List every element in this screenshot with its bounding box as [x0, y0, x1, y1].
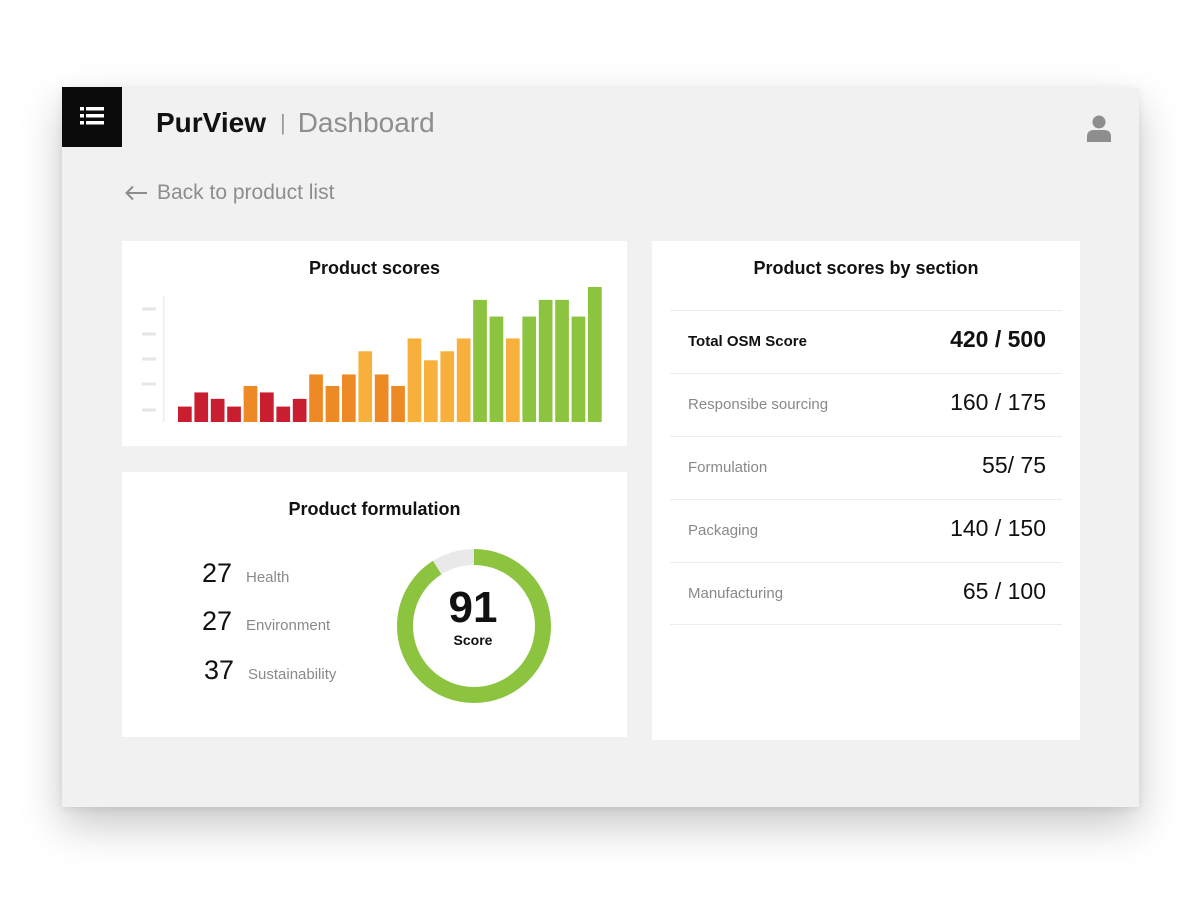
- section-value: 55/ 75: [982, 452, 1046, 478]
- page-title: Dashboard: [297, 107, 435, 138]
- section-label: Packaging: [688, 522, 759, 539]
- back-link-label: Back to product list: [157, 181, 335, 204]
- section-row-packaging: Packaging 140 / 150: [670, 499, 1062, 562]
- chart-bar: [506, 338, 520, 422]
- chart-bar: [571, 316, 586, 422]
- chart-bar: [292, 398, 307, 422]
- chart-bar: [374, 374, 389, 422]
- chart-bar: [358, 351, 373, 422]
- chart-bar: [194, 392, 209, 422]
- chart-bar: [178, 406, 192, 422]
- chart-bar: [538, 299, 553, 422]
- section-label: Responsibe sourcing: [688, 396, 829, 413]
- section-row-manufacturing: Manufacturing 65 / 100: [670, 562, 1062, 625]
- chart-bar: [440, 351, 455, 422]
- stat-sustainability-value: 37: [204, 655, 235, 685]
- chart-bar: [407, 338, 422, 422]
- chart-bar: [424, 360, 438, 422]
- stat-environment-label: Environment: [246, 617, 331, 634]
- stat-health: 27 Health: [202, 558, 289, 589]
- chart-bar: [243, 386, 258, 422]
- chart-bar: [588, 287, 602, 422]
- chart-bar: [325, 386, 340, 422]
- chart-bar: [456, 338, 471, 422]
- donut-progress-arc: [397, 549, 551, 703]
- stat-health-label: Health: [246, 569, 290, 586]
- chart-bar: [555, 299, 569, 422]
- section-label: Formulation: [688, 459, 768, 476]
- section-row-total: Total OSM Score 420 / 500: [670, 310, 1062, 373]
- list-menu-icon: [80, 107, 104, 125]
- y-tick-mark: [142, 357, 156, 361]
- y-tick-mark: [142, 307, 156, 311]
- chart-bar: [342, 374, 356, 422]
- chart-bar: [522, 316, 537, 422]
- title-separator: |: [279, 110, 286, 135]
- stat-environment: 27 Environment: [202, 606, 330, 637]
- brand-name: PurView: [156, 107, 266, 138]
- product-formulation-card: Product formulation 27 Health 27 Environ…: [122, 472, 627, 737]
- product-formulation-title: Product formulation: [288, 499, 461, 519]
- scores-by-section-card: Product scores by section Total OSM Scor…: [652, 241, 1080, 740]
- menu-button[interactable]: [62, 87, 122, 147]
- section-row-formulation: Formulation 55/ 75: [670, 436, 1062, 499]
- chart-bar: [391, 386, 405, 422]
- score-value: 91: [448, 583, 498, 632]
- stat-health-value: 27: [202, 558, 233, 588]
- back-to-product-list-link[interactable]: Back to product list: [124, 181, 334, 205]
- y-tick-mark: [142, 408, 156, 412]
- chart-bar: [260, 392, 274, 422]
- y-tick-mark: [142, 332, 156, 336]
- user-avatar-icon[interactable]: [1087, 114, 1111, 142]
- dashboard-window: PurView | Dashboard Back to product list P…: [62, 87, 1139, 807]
- app-title: PurView | Dashboard: [156, 106, 435, 142]
- chart-bar: [489, 316, 504, 422]
- product-scores-card: Product scores: [122, 241, 627, 446]
- scores-by-section-title: Product scores by section: [753, 258, 979, 278]
- stat-environment-value: 27: [202, 606, 233, 636]
- chart-bar: [210, 398, 225, 422]
- stat-sustainability-label: Sustainability: [248, 666, 337, 683]
- product-scores-chart: [142, 287, 602, 422]
- arrow-left-icon: [125, 185, 147, 201]
- chart-bar: [227, 406, 241, 422]
- section-label: Manufacturing: [688, 585, 784, 602]
- score-label: Score: [453, 632, 493, 648]
- score-donut: [397, 549, 551, 703]
- stat-sustainability: 37 Sustainability: [204, 655, 336, 686]
- y-tick-mark: [142, 382, 156, 386]
- y-axis-line: [163, 296, 165, 422]
- chart-bar: [309, 374, 323, 422]
- section-label: Total OSM Score: [688, 333, 807, 350]
- chart-bar: [276, 406, 291, 422]
- product-scores-title: Product scores: [308, 258, 441, 278]
- section-row-sourcing: Responsibe sourcing 160 / 175: [670, 373, 1062, 436]
- section-value: 65 / 100: [962, 578, 1046, 604]
- chart-bar: [473, 299, 487, 422]
- section-value: 160 / 175: [950, 389, 1046, 415]
- section-value: 420 / 500: [950, 326, 1046, 352]
- section-value: 140 / 150: [950, 515, 1046, 541]
